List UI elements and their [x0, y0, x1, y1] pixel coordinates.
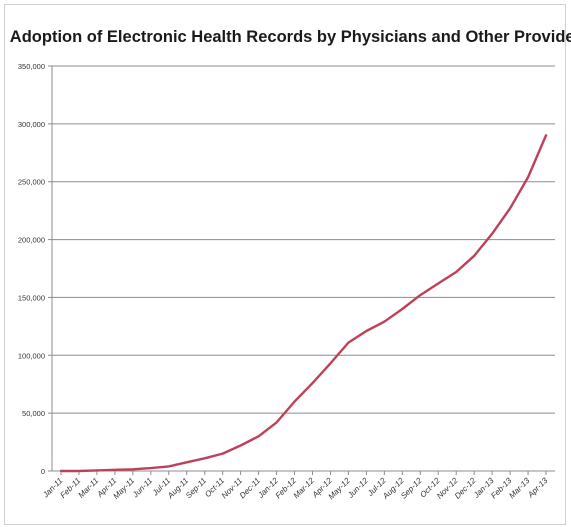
x-tick-label: Mar-13 [507, 476, 532, 501]
y-tick-label: 300,000 [18, 120, 45, 129]
series-layer [59, 134, 548, 473]
x-tick-label: Jun-12 [345, 476, 370, 501]
x-tick-label: Apr-13 [525, 476, 549, 500]
x-axis-tick-labels: Jan-11Feb-11Mar-11Apr-11May-11Jun-11Jul-… [40, 476, 549, 502]
x-tick-label: Sep-12 [399, 476, 424, 501]
x-tick-label: Mar-12 [292, 476, 317, 501]
chart-frame [4, 4, 566, 525]
x-tick-label: Mar-11 [77, 476, 101, 500]
y-tick-label: 200,000 [18, 236, 45, 245]
y-tick-label: 50,000 [22, 409, 45, 418]
y-tick-label: 350,000 [18, 62, 45, 71]
chart-title: Adoption of Electronic Health Records by… [10, 28, 571, 46]
axes [48, 65, 555, 475]
y-tick-label: 100,000 [18, 351, 45, 360]
y-axis-tick-labels: 0 50,000 100,000 150,000 200,000 250,000 300,0… [18, 62, 45, 476]
series-line [59, 134, 548, 473]
x-tick-label: Jun-11 [130, 476, 154, 500]
y-tick-label: 250,000 [18, 178, 45, 187]
x-tick-label: Sep-11 [184, 476, 208, 500]
gridlines [52, 65, 555, 414]
y-tick-label: 150,000 [18, 293, 45, 302]
y-tick-label: 0 [41, 467, 45, 476]
